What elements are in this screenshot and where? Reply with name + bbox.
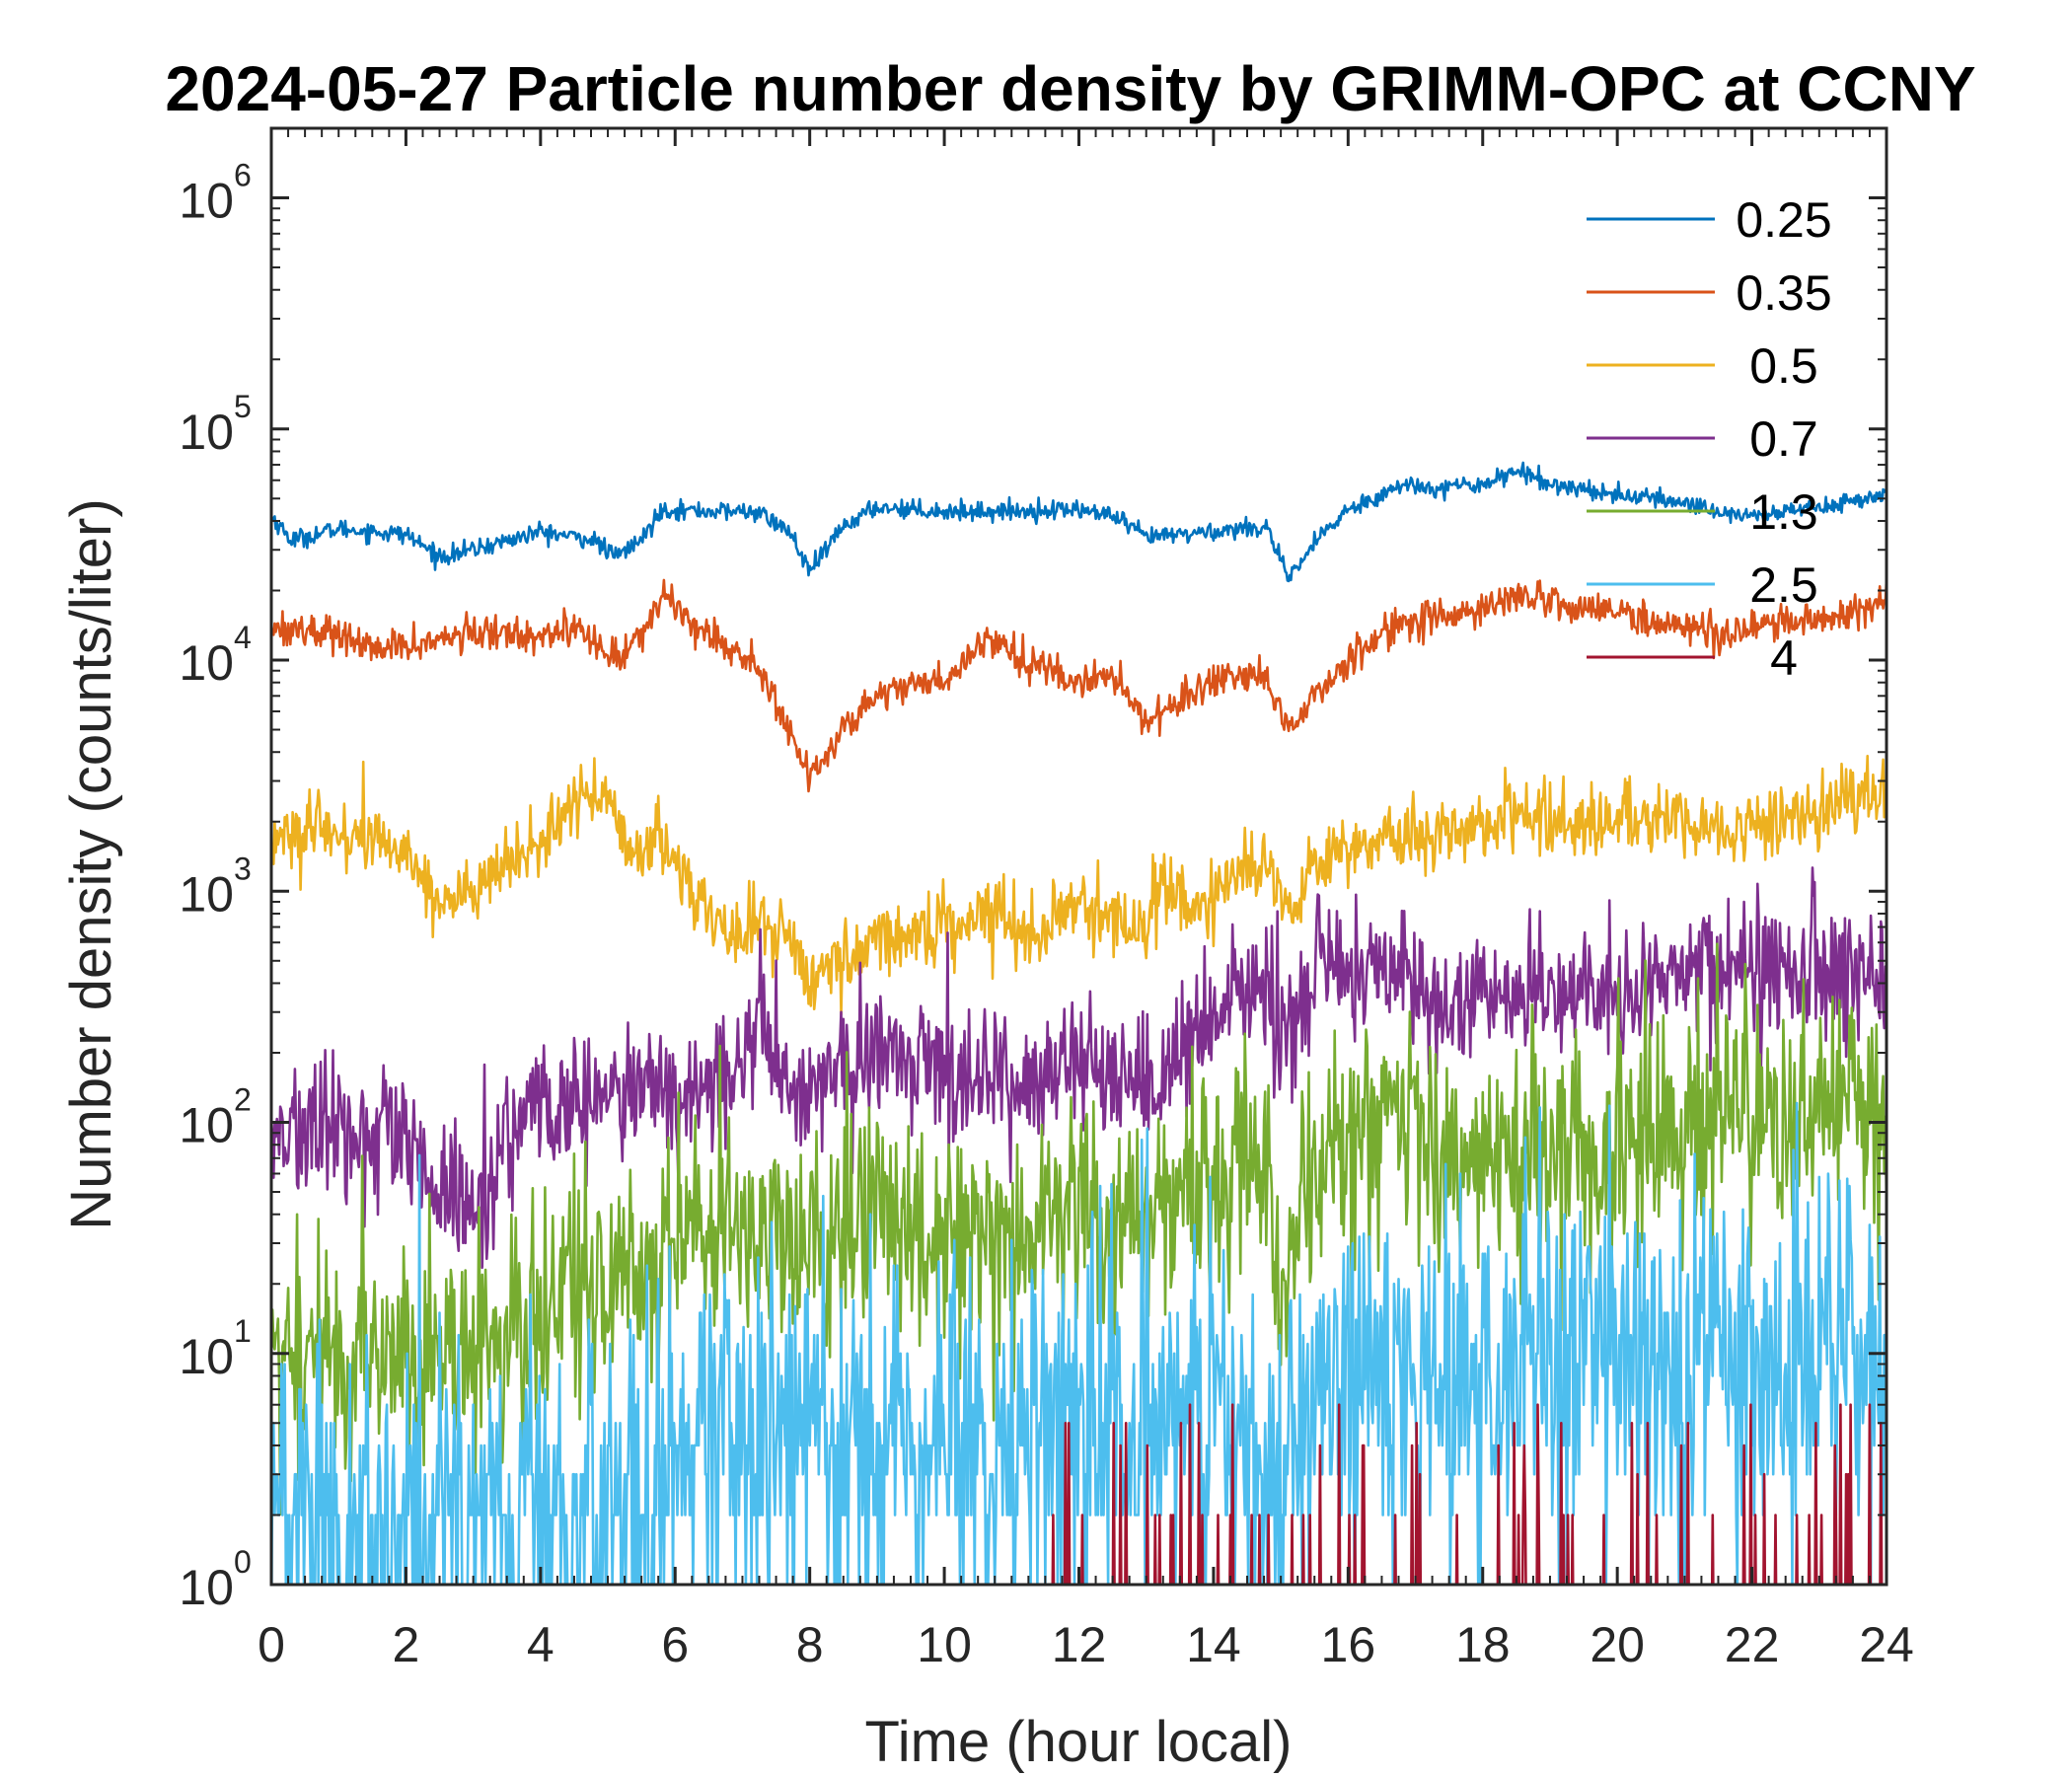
- series-layer: [271, 461, 1887, 1585]
- y-tick-exponent: 3: [234, 851, 252, 886]
- x-tick-label: 16: [1321, 1617, 1376, 1672]
- x-tick-label: 18: [1455, 1617, 1511, 1672]
- series-line-2.5: [271, 1101, 1887, 1585]
- x-tick-label: 12: [1052, 1617, 1107, 1672]
- y-tick-label: 10: [179, 1098, 234, 1153]
- y-tick-exponent: 4: [234, 620, 252, 655]
- y-tick-label: 10: [179, 1560, 234, 1615]
- y-tick-label: 10: [179, 866, 234, 922]
- legend-label: 2.5: [1749, 557, 1818, 613]
- x-tick-label: 4: [527, 1617, 555, 1672]
- x-tick-label: 0: [258, 1617, 285, 1672]
- x-tick-label: 2: [393, 1617, 420, 1672]
- x-tick-label: 6: [661, 1617, 689, 1672]
- legend-label: 0.25: [1736, 192, 1831, 248]
- legend-label: 4: [1770, 630, 1798, 686]
- y-tick-exponent: 1: [234, 1313, 252, 1349]
- series-line-0.25: [271, 461, 1887, 583]
- legend-label: 0.5: [1749, 338, 1818, 394]
- x-tick-label: 8: [796, 1617, 824, 1672]
- legend-label: 0.35: [1736, 265, 1831, 321]
- y-tick-label: 10: [179, 1329, 234, 1384]
- x-tick-label: 20: [1590, 1617, 1645, 1672]
- series-line-1.3: [271, 942, 1887, 1516]
- y-axis-label: Number density (counts/liter): [59, 498, 123, 1229]
- y-tick-label: 10: [179, 635, 234, 691]
- y-tick-label: 10: [179, 405, 234, 460]
- x-tick-label: 10: [917, 1617, 972, 1672]
- x-tick-label: 24: [1859, 1617, 1914, 1672]
- chart-title: 2024-05-27 Particle number density by GR…: [165, 53, 1975, 124]
- series-line-0.5: [271, 754, 1887, 1016]
- y-tick-exponent: 2: [234, 1082, 252, 1118]
- legend-label: 0.7: [1749, 411, 1818, 467]
- y-tick-exponent: 6: [234, 158, 252, 193]
- y-tick-exponent: 5: [234, 389, 252, 424]
- y-tick-label: 10: [179, 174, 234, 229]
- legend: 0.25 0.35 0.5 0.7 1.3 2.5 4: [1587, 192, 1832, 686]
- y-tick-exponent: 0: [234, 1544, 252, 1580]
- series-line-0.35: [271, 578, 1887, 793]
- x-tick-label: 14: [1186, 1617, 1241, 1672]
- x-tick-label: 22: [1725, 1617, 1780, 1672]
- legend-label: 1.3: [1749, 484, 1818, 540]
- x-axis-label: Time (hour local): [865, 1710, 1293, 1774]
